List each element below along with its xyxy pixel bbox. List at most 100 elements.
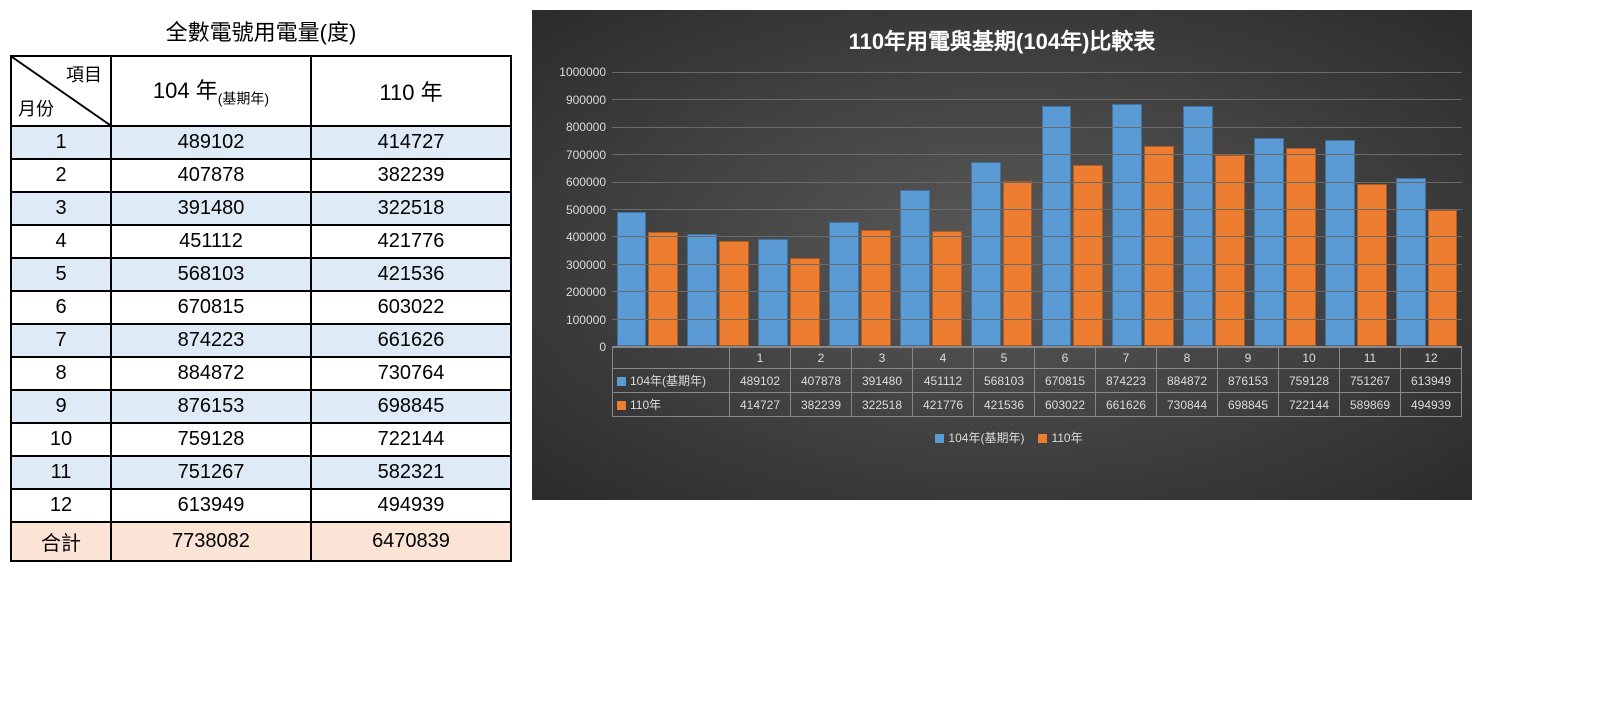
month-cell: 8: [11, 357, 111, 390]
series-b-cell: 382239: [311, 159, 511, 192]
gridline: [612, 154, 1462, 155]
table-row: 12613949494939: [11, 489, 511, 522]
chart-cat-cell: 4: [913, 348, 974, 369]
series-b-cell: 414727: [311, 126, 511, 159]
series-a-cell: 568103: [111, 258, 311, 291]
total-label-cell: 合計: [11, 522, 111, 561]
month-cell: 1: [11, 126, 111, 159]
month-cell: 2: [11, 159, 111, 192]
chart-value-cell: 759128: [1279, 369, 1340, 393]
chart-value-cell: 451112: [913, 369, 974, 393]
chart-value-cell: 568103: [974, 369, 1035, 393]
total-a-cell: 7738082: [111, 522, 311, 561]
chart-cat-cell: 6: [1035, 348, 1096, 369]
month-cell: 9: [11, 390, 111, 423]
series-a-cell: 613949: [111, 489, 311, 522]
chart-cat-cell: 2: [791, 348, 852, 369]
chart-value-cell: 414727: [730, 393, 791, 417]
chart-series-label: 110年: [613, 393, 730, 417]
chart-cat-cell: 10: [1279, 348, 1340, 369]
table-row: 10759128722144: [11, 423, 511, 456]
chart-value-cell: 730844: [1157, 393, 1218, 417]
gridline: [612, 291, 1462, 292]
chart-cat-cell: 3: [852, 348, 913, 369]
chart-value-cell: 391480: [852, 369, 913, 393]
gridline: [612, 236, 1462, 237]
y-axis: 0100000200000300000400000500000600000700…: [542, 72, 612, 347]
gridline: [612, 209, 1462, 210]
chart-title: 110年用電與基期(104年)比較表: [542, 24, 1462, 56]
bar: [861, 230, 891, 346]
table-header-col2: 110 年: [311, 56, 511, 126]
series-b-cell: 722144: [311, 423, 511, 456]
data-table-section: 全數電號用電量(度) 項目 月份 104 年(基期年) 110 年 148910…: [10, 10, 512, 562]
chart-legend: 104年(基期年) 110年: [542, 429, 1462, 446]
chart-value-cell: 421536: [974, 393, 1035, 417]
bar: [1183, 106, 1213, 346]
table-row: 11751267582321: [11, 456, 511, 489]
chart-value-cell: 322518: [852, 393, 913, 417]
chart-value-cell: 589869: [1340, 393, 1401, 417]
chart-cat-cell: 5: [974, 348, 1035, 369]
gridline: [612, 264, 1462, 265]
chart-value-cell: 884872: [1157, 369, 1218, 393]
table-row: 3391480322518: [11, 192, 511, 225]
table-row: 6670815603022: [11, 291, 511, 324]
gridline: [612, 319, 1462, 320]
diag-top-label: 項目: [66, 61, 102, 87]
chart-value-cell: 661626: [1096, 393, 1157, 417]
table-row: 9876153698845: [11, 390, 511, 423]
table-row: 7874223661626: [11, 324, 511, 357]
series-b-cell: 661626: [311, 324, 511, 357]
bar: [1042, 106, 1072, 346]
chart-value-cell: 874223: [1096, 369, 1157, 393]
total-b-cell: 6470839: [311, 522, 511, 561]
bar: [932, 231, 962, 347]
bar: [1396, 178, 1426, 346]
bar: [900, 190, 930, 346]
series-b-cell: 421776: [311, 225, 511, 258]
chart-body: 0100000200000300000400000500000600000700…: [542, 72, 1462, 347]
y-tick-label: 700000: [566, 148, 606, 162]
month-cell: 4: [11, 225, 111, 258]
bar: [790, 258, 820, 346]
chart-value-cell: 603022: [1035, 393, 1096, 417]
bar: [1254, 138, 1284, 346]
chart-value-cell: 876153: [1218, 369, 1279, 393]
month-cell: 10: [11, 423, 111, 456]
chart-value-cell: 494939: [1401, 393, 1462, 417]
y-tick-label: 500000: [566, 203, 606, 217]
legend-swatch-icon: [1038, 434, 1047, 443]
y-tick-label: 0: [599, 340, 606, 354]
gridline: [612, 127, 1462, 128]
chart-value-cell: 722144: [1279, 393, 1340, 417]
chart-table-corner: [613, 348, 730, 369]
chart-value-cell: 613949: [1401, 369, 1462, 393]
chart-data-table: 123456789101112104年(基期年)4891024078783914…: [612, 347, 1462, 417]
bar: [758, 239, 788, 346]
legend-swatch-icon: [935, 434, 944, 443]
series-a-cell: 884872: [111, 357, 311, 390]
series-b-cell: 421536: [311, 258, 511, 291]
chart-section: 110年用電與基期(104年)比較表 010000020000030000040…: [532, 10, 1472, 500]
month-cell: 3: [11, 192, 111, 225]
table-header-diag: 項目 月份: [11, 56, 111, 126]
chart-value-cell: 670815: [1035, 369, 1096, 393]
legend-label: 110年: [1051, 431, 1082, 445]
gridline: [612, 182, 1462, 183]
bar: [648, 232, 678, 346]
series-a-cell: 876153: [111, 390, 311, 423]
series-b-cell: 730764: [311, 357, 511, 390]
y-tick-label: 200000: [566, 285, 606, 299]
chart-value-cell: 698845: [1218, 393, 1279, 417]
chart-cat-cell: 9: [1218, 348, 1279, 369]
bar: [1144, 146, 1174, 346]
table-row: 8884872730764: [11, 357, 511, 390]
y-tick-label: 900000: [566, 93, 606, 107]
legend-label: 104年(基期年): [948, 431, 1024, 445]
y-tick-label: 100000: [566, 313, 606, 327]
table-header-col1: 104 年(基期年): [111, 56, 311, 126]
series-b-cell: 582321: [311, 456, 511, 489]
series-a-cell: 874223: [111, 324, 311, 357]
gridline: [612, 72, 1462, 73]
